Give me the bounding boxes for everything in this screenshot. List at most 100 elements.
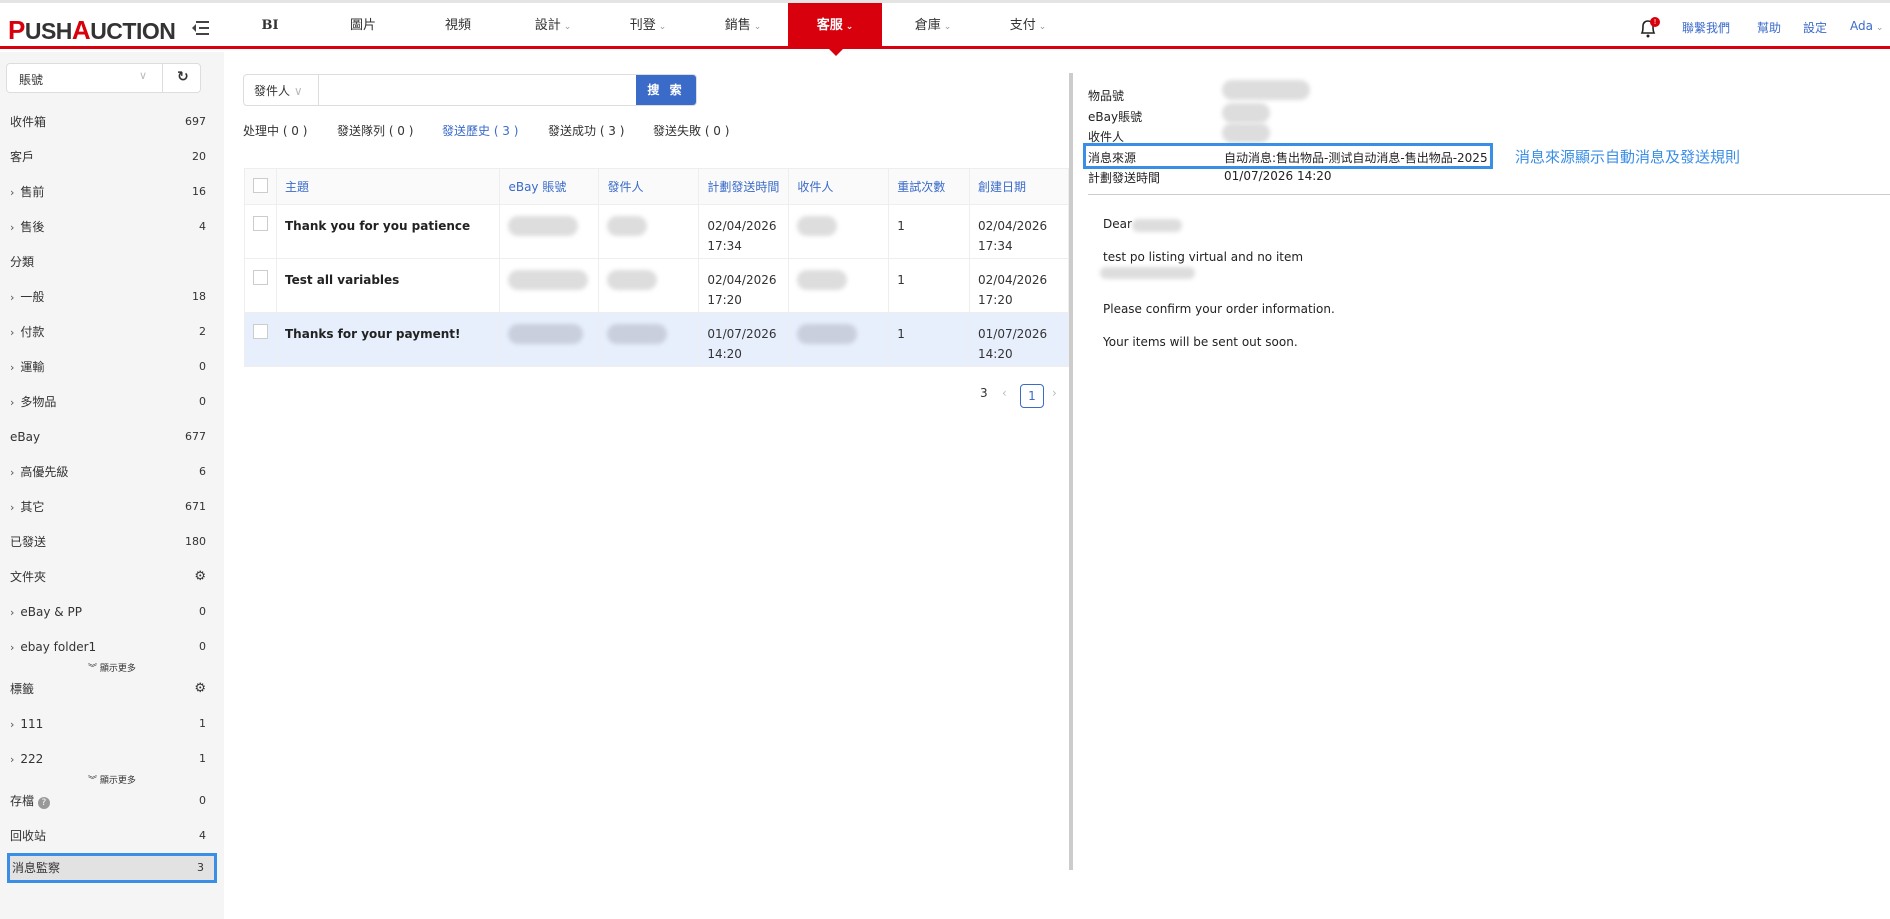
col-subject[interactable]: 主題 [275, 168, 501, 205]
refresh-icon[interactable]: ↻ [177, 69, 189, 85]
table-row[interactable]: Thanks for your payment! 01/07/2026 14:20… [244, 312, 1069, 367]
sidebar-item[interactable]: › eBay & PP 0 [0, 597, 224, 627]
sidebar-item[interactable]: › 付款 2 [0, 317, 224, 347]
redacted-value [508, 216, 579, 236]
total-count: 3 [980, 386, 988, 400]
table-row[interactable]: Thank you for you patience 02/04/2026 17:… [244, 204, 1069, 259]
sidebar-item-count: 180 [185, 535, 206, 548]
sidebar-item-label: 付款 [20, 325, 45, 339]
logo[interactable]: PUSHAUCTION [8, 15, 176, 45]
search-button[interactable]: 搜 索 [636, 75, 696, 105]
row-subject[interactable]: Thank you for you patience [285, 219, 471, 233]
prev-page-icon[interactable]: ‹ [1002, 386, 1007, 400]
col-sender[interactable]: 發件人 [598, 168, 700, 205]
search-field-select[interactable]: 發件人 ∨ [244, 75, 319, 105]
redacted-value [797, 324, 858, 344]
created-time: 17:20 [978, 293, 1013, 307]
pane-divider[interactable] [1069, 73, 1073, 870]
sidebar-item[interactable]: › ebay folder1 0 [0, 632, 224, 662]
sidebar-item[interactable]: 收件箱 697 [0, 107, 224, 137]
menu-collapse-icon[interactable] [190, 19, 210, 37]
redacted-value [1222, 80, 1310, 100]
divider [1088, 194, 1890, 195]
nav-images[interactable]: 圖片 [349, 18, 376, 33]
sidebar-tag[interactable]: › 111 1 [0, 709, 224, 739]
page-1-button[interactable]: 1 [1020, 384, 1044, 408]
sidebar-item[interactable]: › 高優先級 6 [0, 457, 224, 487]
nav-customer-service[interactable]: 客服 ⌄ [788, 3, 882, 49]
sidebar-item[interactable]: › 多物品 0 [0, 387, 224, 417]
nav-payment[interactable]: 支付 ⌄ [1009, 18, 1047, 33]
scheduled-value: 01/07/2026 14:20 [1224, 169, 1332, 183]
sidebar-item[interactable]: › 售前 16 [0, 177, 224, 207]
tab-history[interactable]: 發送歷史 ( 3 ) [442, 124, 519, 138]
sidebar-item[interactable]: › 運輸 0 [0, 352, 224, 382]
select-all-header [244, 168, 277, 205]
row-checkbox[interactable] [253, 270, 268, 285]
retry-count: 1 [897, 273, 905, 287]
nav-design[interactable]: 設計 ⌄ [534, 18, 572, 33]
help-icon[interactable]: ? [37, 797, 50, 809]
nav-sales[interactable]: 銷售 ⌄ [724, 18, 762, 33]
show-more-folders[interactable]: ︾ 顯示更多 [88, 664, 136, 674]
sidebar-item-monitor[interactable]: 消息監察 3 [7, 853, 217, 883]
search-input[interactable] [320, 75, 636, 105]
created-time: 17:34 [978, 239, 1013, 253]
show-more-tags[interactable]: ︾ 顯示更多 [88, 776, 136, 786]
sidebar-item[interactable]: 分類 [0, 247, 224, 277]
sidebar: 賬號 ∨ ↻ 收件箱 697 客戶 20 › 售前 16 › 售後 4 分類 › 一般 18 › 付款 2 › 運輸… [0, 52, 224, 919]
help-link[interactable]: 幫助 [1757, 21, 1782, 35]
sidebar-item-label: 已發送 [10, 535, 47, 549]
chevron-right-icon: › [10, 361, 15, 374]
row-checkbox[interactable] [253, 216, 268, 231]
chevron-right-icon: › [10, 396, 15, 409]
gear-icon[interactable]: ⚙ [194, 681, 206, 696]
sidebar-item-count: 0 [199, 395, 206, 408]
bell-icon[interactable] [1638, 17, 1658, 39]
sidebar-tag[interactable]: › 222 1 [0, 744, 224, 774]
tab-success[interactable]: 發送成功 ( 3 ) [548, 124, 625, 138]
select-all-checkbox[interactable] [253, 177, 268, 193]
sidebar-item[interactable]: 客戶 20 [0, 142, 224, 172]
sidebar-item-count: 1 [199, 752, 206, 765]
nav-listing[interactable]: 刊登 ⌄ [629, 18, 667, 33]
sidebar-item[interactable]: › 其它 671 [0, 492, 224, 522]
sidebar-item[interactable]: eBay 677 [0, 422, 224, 452]
sidebar-item[interactable]: 已發送 180 [0, 527, 224, 557]
tab-queue[interactable]: 發送隊列 ( 0 ) [337, 124, 414, 138]
table-row[interactable]: Test all variables 02/04/2026 17:20 1 02/… [244, 258, 1069, 313]
sidebar-item-trash[interactable]: 回收站 4 [10, 829, 206, 843]
sidebar-item[interactable]: › 售後 4 [0, 212, 224, 242]
col-created[interactable]: 創建日期 [969, 168, 1069, 205]
user-menu[interactable]: Ada ⌄ [1850, 19, 1884, 33]
chevron-right-icon: › [10, 606, 15, 619]
top-border [0, 0, 1890, 3]
sidebar-item-archive[interactable]: 存檔 ? 0 [10, 794, 206, 809]
created-date: 02/04/2026 [978, 273, 1048, 287]
nav-bi[interactable]: BI [261, 18, 279, 33]
tab-failed[interactable]: 發送失敗 ( 0 ) [653, 124, 730, 138]
sidebar-item-count: 18 [192, 290, 206, 303]
next-page-icon[interactable]: › [1052, 386, 1057, 400]
sidebar-item-label: 客戶 [10, 150, 35, 164]
created-date: 02/04/2026 [978, 219, 1048, 233]
row-subject[interactable]: Thanks for your payment! [285, 327, 461, 341]
nav-video[interactable]: 視頻 [444, 18, 471, 33]
tab-processing[interactable]: 处理中 ( 0 ) [243, 124, 308, 138]
col-ebay-account[interactable]: eBay 賬號 [499, 168, 600, 205]
sidebar-item[interactable]: › 一般 18 [0, 282, 224, 312]
settings-link[interactable]: 設定 [1803, 21, 1828, 35]
contact-link[interactable]: 聯繫我們 [1682, 21, 1731, 35]
col-retries[interactable]: 重試次數 [888, 168, 971, 205]
sidebar-item-count: 0 [199, 640, 206, 653]
gear-icon[interactable]: ⚙ [194, 569, 206, 584]
row-checkbox[interactable] [253, 324, 268, 339]
divider [162, 64, 163, 92]
sidebar-item[interactable]: 文件夾 ⚙ [0, 562, 224, 592]
row-subject[interactable]: Test all variables [285, 273, 400, 287]
nav-warehouse[interactable]: 倉庫 ⌄ [914, 18, 952, 33]
redacted-value [607, 270, 658, 290]
col-recipient[interactable]: 收件人 [788, 168, 890, 205]
account-select[interactable]: 賬號 ∨ ↻ [6, 63, 201, 93]
col-scheduled[interactable]: 計劃發送時間 [698, 168, 790, 205]
